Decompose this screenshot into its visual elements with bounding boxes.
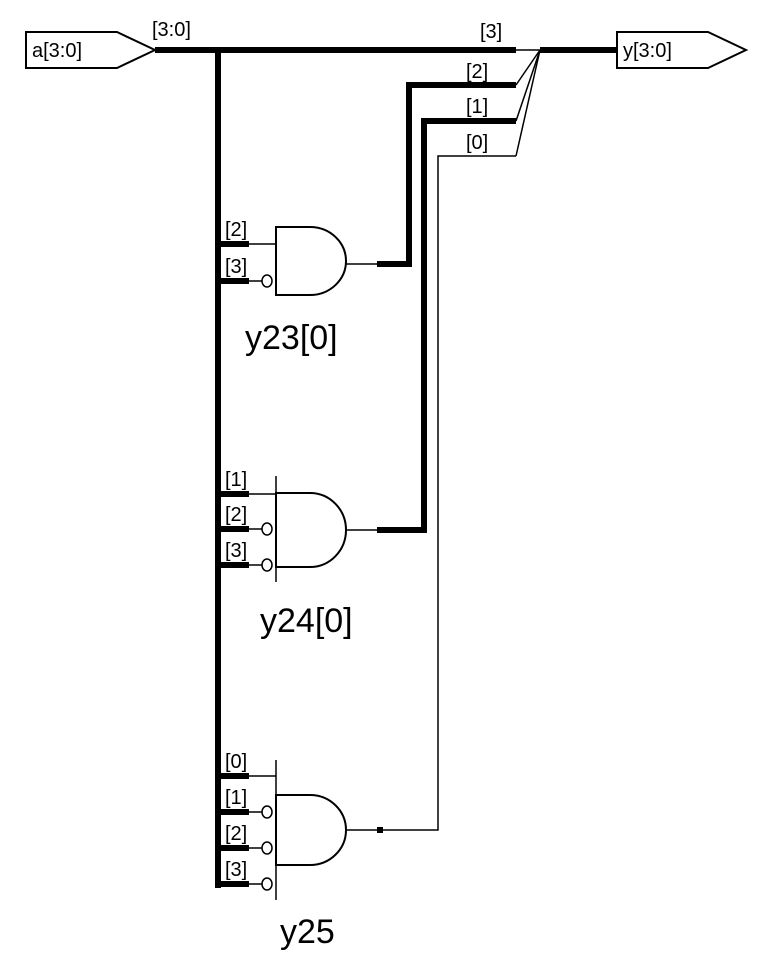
- and-gate-y23: [2] [3] y23[0]: [218, 219, 377, 357]
- and-gate-y24: [1] [2] [3] y24[0]: [218, 469, 377, 640]
- gate-input-label: [0]: [225, 751, 247, 773]
- tap-label: [3]: [480, 21, 502, 43]
- gate-name: y25: [280, 913, 335, 951]
- gate-input-label: [3]: [225, 256, 247, 278]
- tap-label: [2]: [466, 61, 488, 83]
- gate-output-wires: [346, 82, 516, 833]
- gate-input-label: [2]: [225, 504, 247, 526]
- gate-input-label: [1]: [225, 787, 247, 809]
- gate-input-label: [1]: [225, 469, 247, 491]
- main-bus: [3:0]: [152, 19, 516, 888]
- gate-input-label: [3]: [225, 540, 247, 562]
- gate-input-label: [2]: [225, 219, 247, 241]
- gate-name: y24[0]: [260, 602, 353, 640]
- tap-label: [0]: [466, 132, 488, 154]
- output-port: y[3:0]: [616, 31, 749, 69]
- gate-input-label: [3]: [225, 859, 247, 881]
- gate-input-label: [2]: [225, 823, 247, 845]
- output-port-label: y[3:0]: [623, 40, 672, 62]
- input-port: a[3:0]: [25, 31, 158, 69]
- bus-label: [3:0]: [152, 19, 191, 41]
- tap-label: [1]: [466, 96, 488, 118]
- input-port-label: a[3:0]: [32, 40, 82, 62]
- and-gate-y25: [0] [1] [2] [3] y25: [218, 751, 347, 951]
- gate-name: y23[0]: [245, 319, 338, 357]
- output-merge: [3] [2] [1] [0]: [466, 21, 618, 157]
